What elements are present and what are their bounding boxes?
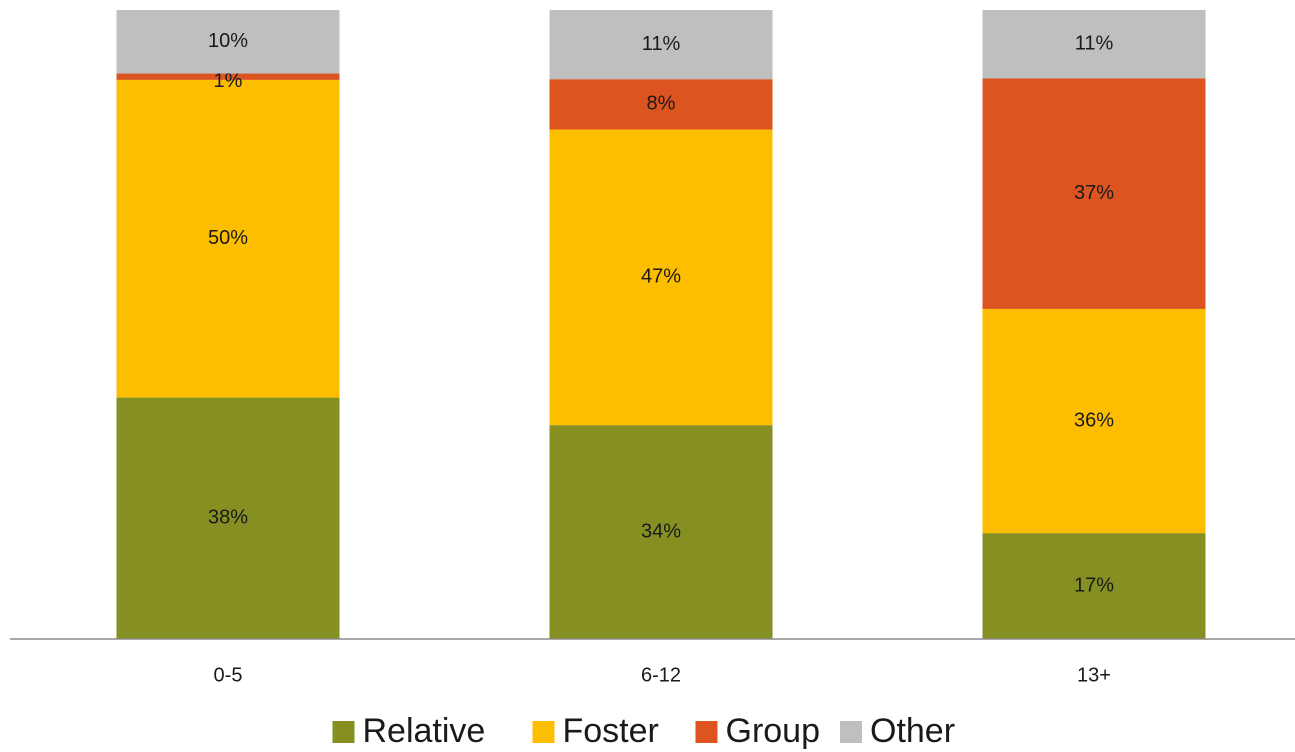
legend-swatch-foster [532, 721, 555, 743]
data-label-other-6-12: 11% [642, 33, 681, 55]
bar-segment-group-13+ [982, 78, 1206, 309]
data-label-other-0-5: 10% [208, 30, 248, 52]
data-label-foster-0-5: 50% [208, 227, 248, 249]
bar-segment-other-0-5 [116, 10, 340, 74]
data-label-group-13+: 37% [1074, 182, 1114, 204]
data-label-relative-13+: 17% [1074, 574, 1114, 596]
legend-label-other: Other [870, 712, 955, 750]
category-label-0-5: 0-5 [214, 664, 243, 686]
data-label-relative-0-5: 38% [208, 507, 248, 529]
bar-segment-group-0-5 [116, 73, 340, 80]
bars-group: 38% 50% 1% 10% 34% 47% 8% 11% 17% 36% 37% 11% [116, 10, 1206, 639]
data-label-foster-6-12: 47% [641, 266, 681, 288]
legend-swatch-relative [332, 721, 355, 743]
data-label-relative-6-12: 34% [641, 520, 681, 542]
legend-item-group: Group [695, 712, 821, 750]
category-labels: 0-5 6-12 13+ [214, 664, 1111, 686]
bar-segment-group-6-12 [549, 79, 773, 130]
legend-label-group: Group [726, 712, 821, 750]
bar-segment-other-6-12 [549, 10, 773, 80]
bar-segment-foster-6-12 [549, 129, 773, 426]
legend-item-other: Other [840, 712, 955, 750]
bar-segment-relative-0-5 [116, 397, 340, 639]
legend-label-foster: Foster [563, 712, 659, 750]
bar-segment-foster-0-5 [116, 79, 340, 398]
category-label-6-12: 6-12 [641, 664, 681, 686]
legend-swatch-group [695, 721, 718, 743]
bar-segment-relative-6-12 [549, 425, 773, 639]
legend: Relative Foster Group Other [332, 712, 955, 750]
bar-segment-foster-13+ [982, 308, 1206, 534]
data-label-foster-13+: 36% [1074, 409, 1114, 431]
legend-item-foster: Foster [532, 712, 659, 750]
category-label-13+: 13+ [1077, 664, 1111, 686]
bar-segment-other-13+ [982, 10, 1206, 79]
data-label-other-13+: 11% [1075, 33, 1114, 55]
data-label-group-0-5: 1% [214, 70, 243, 92]
bar-segment-relative-13+ [982, 533, 1206, 639]
data-label-group-6-12: 8% [647, 93, 676, 115]
legend-item-relative: Relative [332, 712, 486, 750]
legend-label-relative: Relative [363, 712, 486, 750]
legend-swatch-other [840, 721, 862, 743]
